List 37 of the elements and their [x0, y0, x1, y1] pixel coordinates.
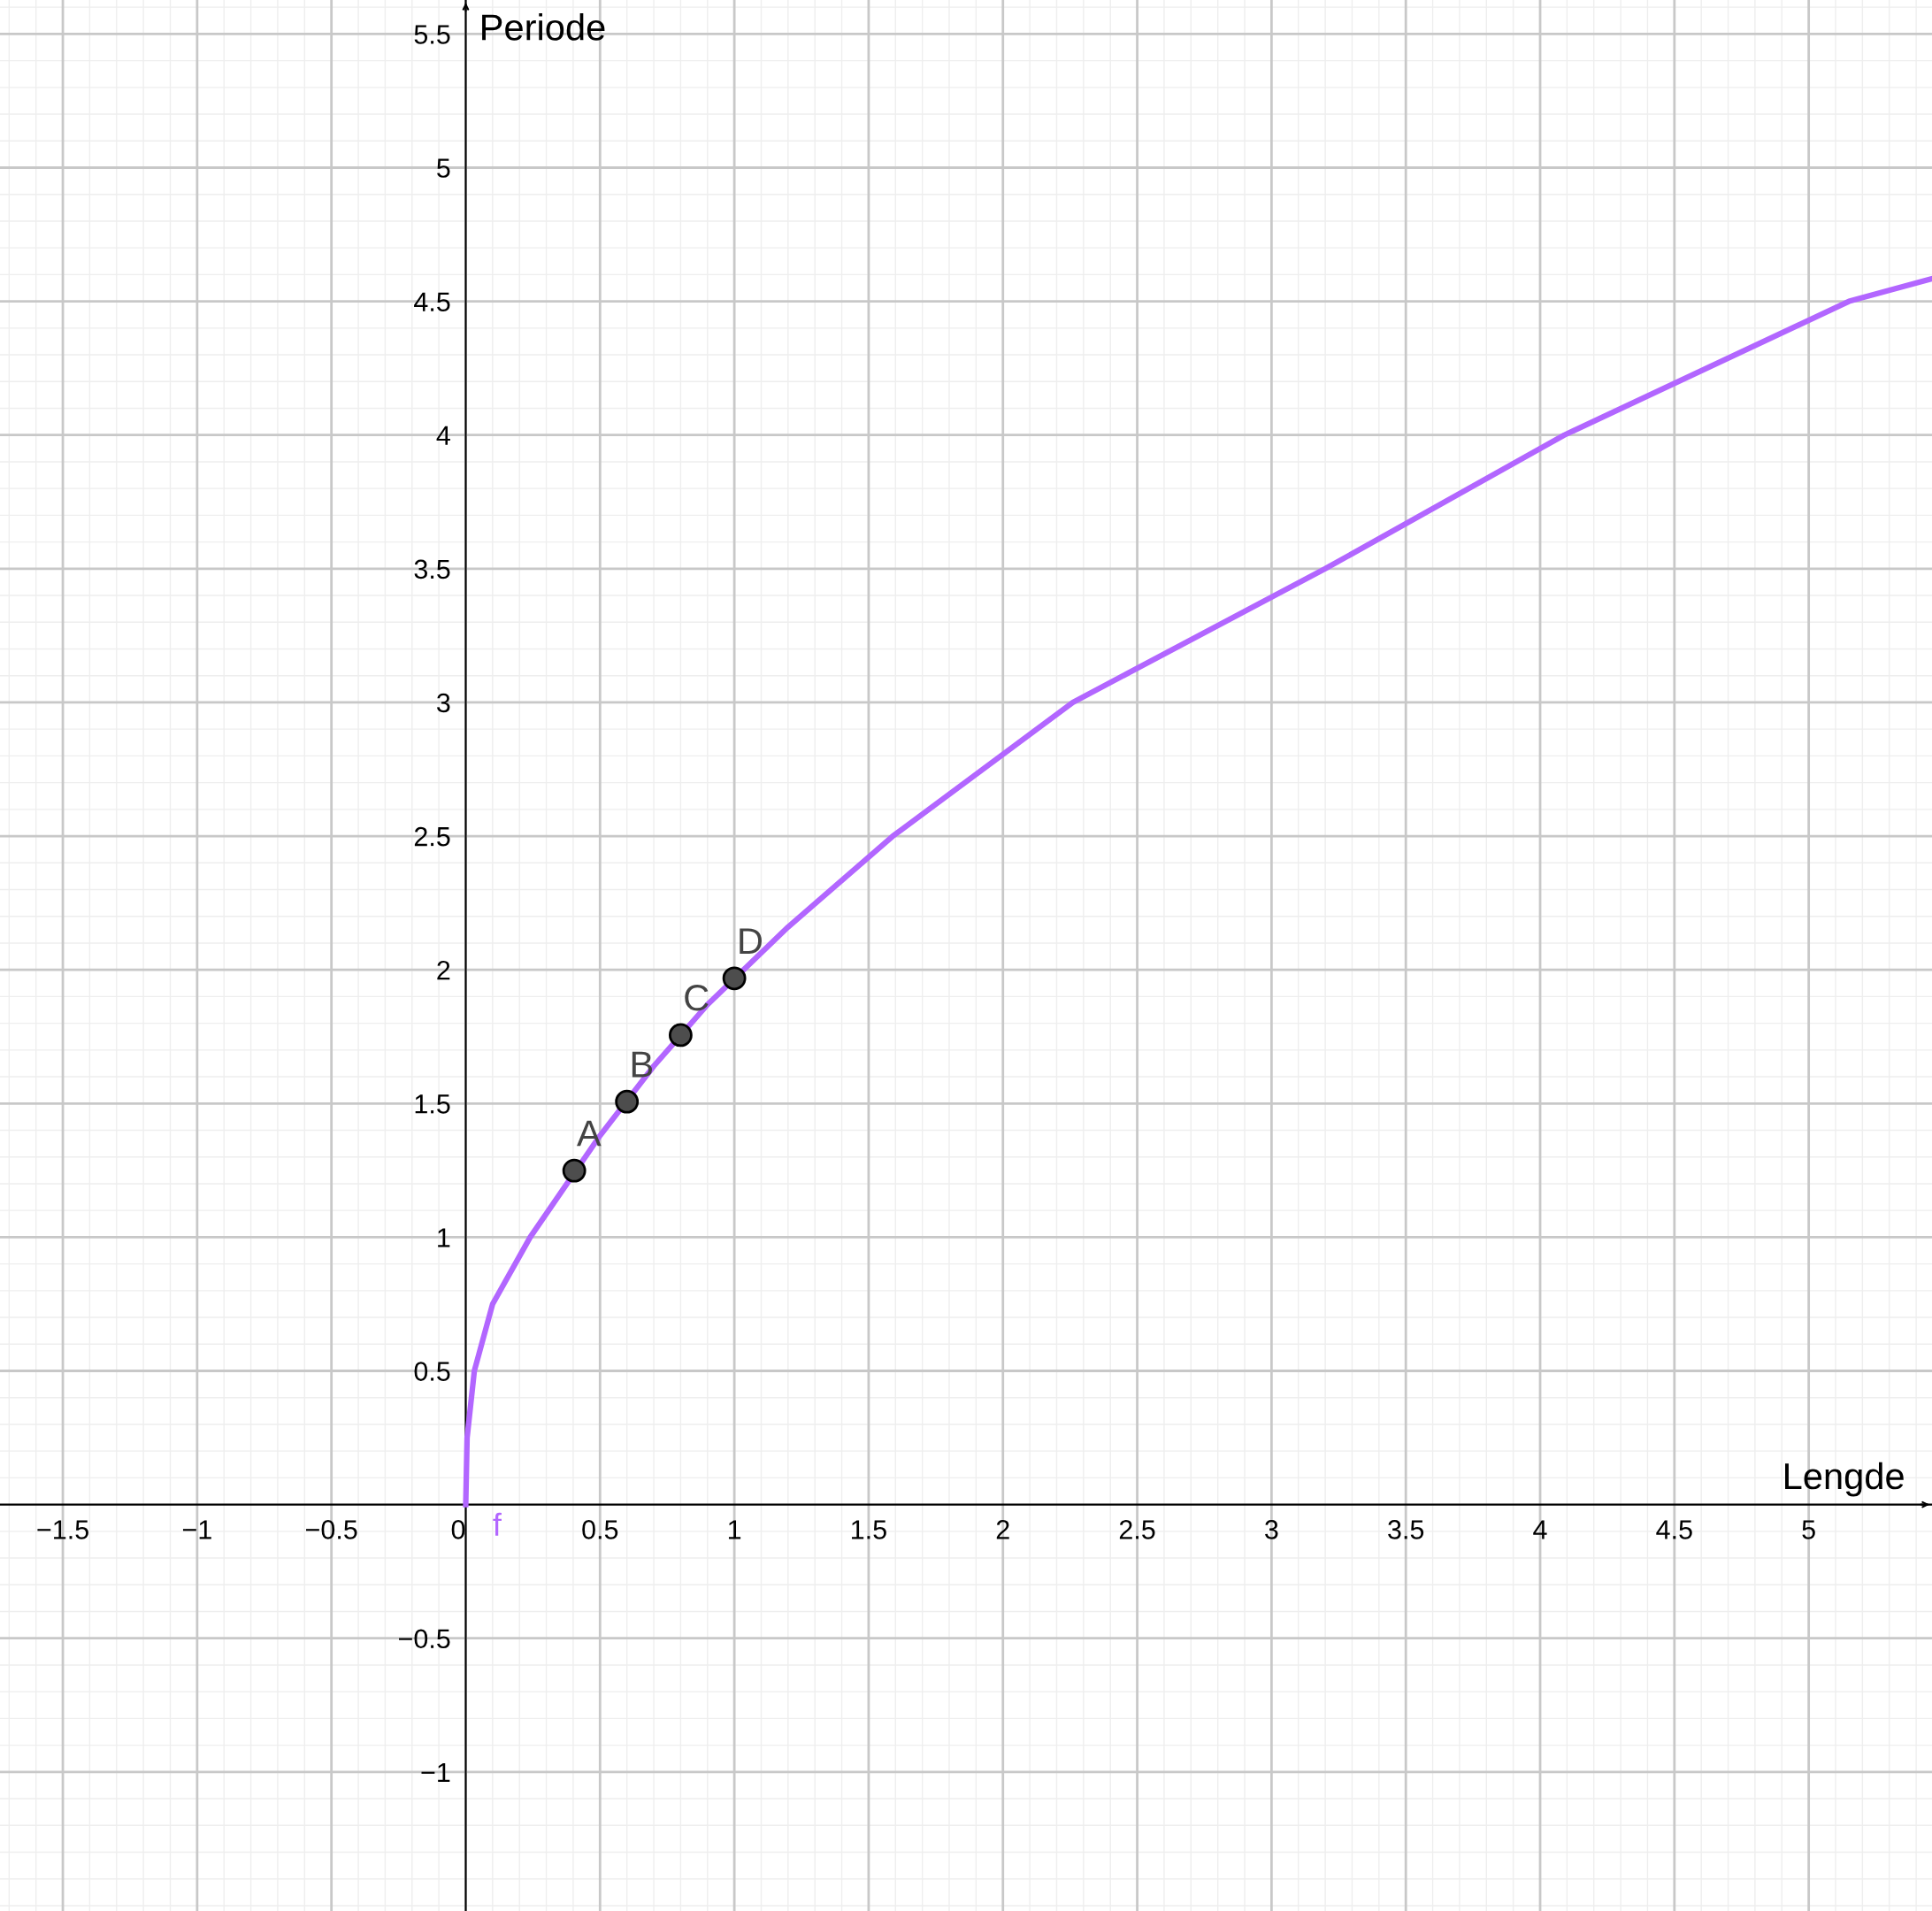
x-tick-label: 3.5 [1388, 1520, 1424, 1539]
point [722, 966, 747, 991]
y-tick-label: −0.5 [399, 1629, 450, 1649]
y-axis-title: Periode [482, 13, 605, 41]
annotation: A [577, 1120, 602, 1147]
x-tick-label: 1 [728, 1520, 741, 1539]
x-tick-label: 5 [1802, 1520, 1815, 1539]
y-tick-label: 5 [437, 158, 450, 178]
point [615, 1089, 640, 1114]
x-tick-label: 4 [1533, 1520, 1547, 1539]
y-tick-label: 2.5 [414, 826, 450, 847]
y-tick-label: 1 [438, 1228, 450, 1247]
x-tick-label: 1.5 [852, 1520, 886, 1539]
x-tick-label: 2 [996, 1520, 1009, 1539]
x-tick-label: 4.5 [1656, 1520, 1692, 1539]
y-tick-label: 0.5 [414, 1362, 450, 1381]
point [668, 1023, 693, 1048]
y-tick-label: 1.5 [415, 1094, 450, 1114]
y-tick-label: 3.5 [414, 559, 450, 579]
y-tick-label: 4.5 [414, 292, 450, 311]
y-tick-label: 4 [436, 426, 450, 445]
y-tick-label: 5.5 [414, 25, 450, 44]
x-tick-label: 3 [1265, 1520, 1278, 1539]
x-tick-label: −1.5 [37, 1520, 88, 1539]
series-label: f [493, 1512, 502, 1536]
annotation: C [685, 985, 709, 1011]
y-tick-label: 2 [437, 960, 450, 980]
x-tick-label: 0.5 [582, 1520, 618, 1539]
x-tick-label: −0.5 [306, 1520, 357, 1539]
x-tick-label: −1 [182, 1520, 211, 1539]
y-tick-label: 3 [437, 693, 450, 713]
x-axis-title: Lengde [1785, 1462, 1904, 1497]
annotation: D [740, 928, 762, 955]
y-tick-label: −1 [421, 1762, 450, 1782]
annotation: B [632, 1051, 653, 1078]
point [562, 1158, 586, 1183]
x-tick-label: 2.5 [1119, 1520, 1155, 1539]
